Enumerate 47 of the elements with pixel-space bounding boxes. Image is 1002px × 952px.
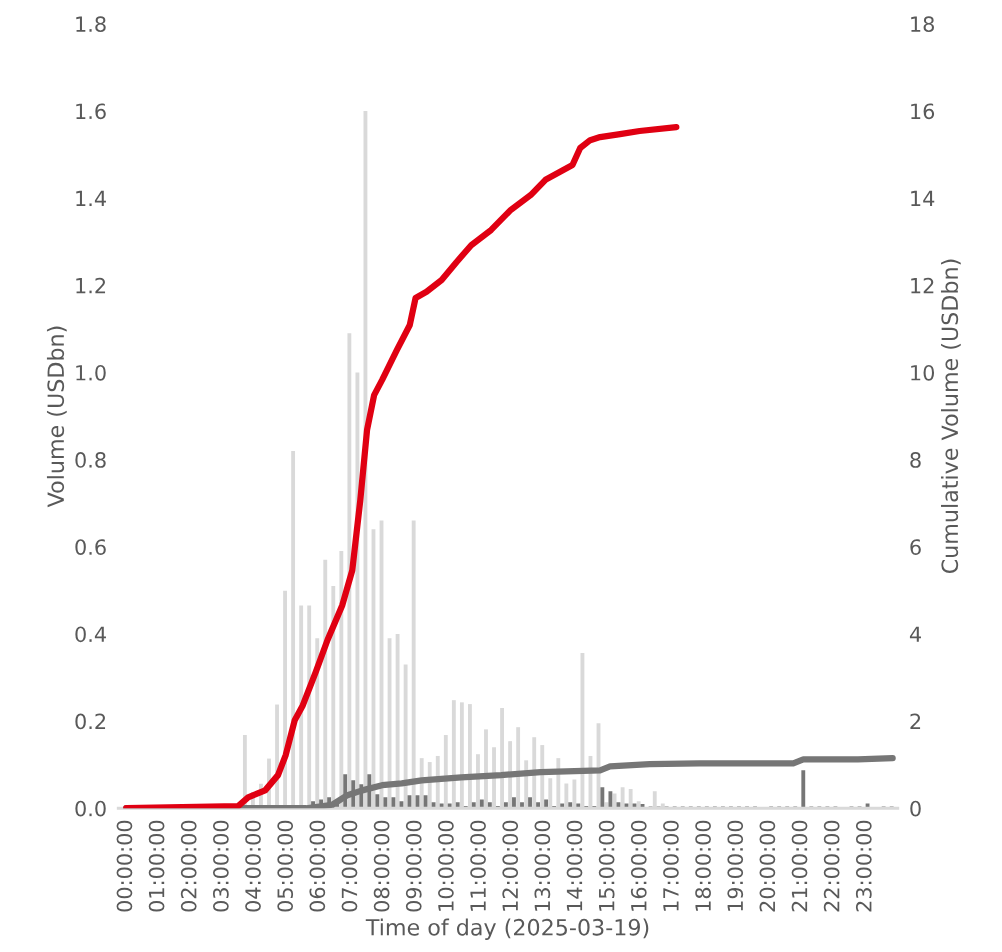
x-tick-label: 12:00:00 (502, 820, 519, 911)
y2-tick-label: 10 (911, 364, 935, 381)
y-tick-label: 0.8 (75, 452, 106, 468)
x-tick-label: 06:00:00 (309, 820, 326, 912)
x-tick-label: 13:00:00 (534, 820, 551, 911)
x-tick-label: 17:00:00 (663, 820, 679, 911)
y-tick-label: 1.8 (76, 16, 106, 33)
x-tick-label: 22:00:00 (823, 820, 840, 912)
y2-tick-label: 16 (911, 103, 935, 120)
y-tick-label: 0.6 (75, 539, 106, 555)
y2-tick-label: 18 (911, 16, 934, 33)
x-tick-label: 08:00:00 (373, 820, 390, 912)
x-tick-label: 23:00:00 (855, 820, 872, 912)
y-axis-title: Volume (USDbn) (46, 326, 67, 508)
x-tick-label: 19:00:00 (727, 820, 744, 911)
y-tick-label: 1.2 (76, 277, 106, 294)
x-tick-label: 05:00:00 (277, 820, 294, 912)
y-tick-label: 0.2 (75, 713, 106, 730)
y-tick-label: 1.6 (76, 103, 106, 120)
y-tick-label: 0.0 (75, 800, 106, 817)
x-tick-label: 16:00:00 (630, 820, 647, 911)
x-tick-label: 11:00:00 (470, 820, 486, 911)
x-tick-label: 00:00:00 (116, 820, 133, 912)
x-tick-label: 02:00:00 (180, 820, 197, 912)
x-tick-label: 15:00:00 (598, 820, 615, 911)
y-tick-label: 1.0 (76, 364, 106, 381)
x-tick-label: 20:00:00 (759, 820, 776, 912)
y2-tick-label: 0 (910, 800, 921, 817)
x-tick-label: 01:00:00 (148, 820, 165, 912)
x-tick-label: 18:00:00 (695, 820, 711, 911)
x-tick-label: 10:00:00 (438, 820, 454, 911)
y2-tick-label: 8 (910, 452, 921, 468)
y-tick-label: 0.4 (75, 626, 106, 643)
x-tick-label: 04:00:00 (245, 820, 261, 912)
y2-tick-label: 12 (911, 277, 934, 294)
y-tick-label: 1.4 (76, 190, 106, 207)
y2-tick-label: 4 (909, 626, 921, 642)
y2-tick-label: 6 (910, 539, 921, 555)
x-tick-label: 03:00:00 (213, 820, 229, 912)
x-tick-label: 09:00:00 (405, 820, 422, 912)
x-tick-label: 14:00:00 (566, 820, 583, 911)
x-tick-label: 07:00:00 (341, 820, 358, 912)
y2-tick-label: 14 (911, 190, 935, 207)
y2-tick-label: 2 (910, 713, 921, 729)
x-tick-label: 21:00:00 (791, 820, 808, 912)
x-axis-title: Time of day (2025-03-19) (365, 918, 649, 940)
y2-axis-title: Cumulative Volume (USDbn) (940, 259, 961, 574)
